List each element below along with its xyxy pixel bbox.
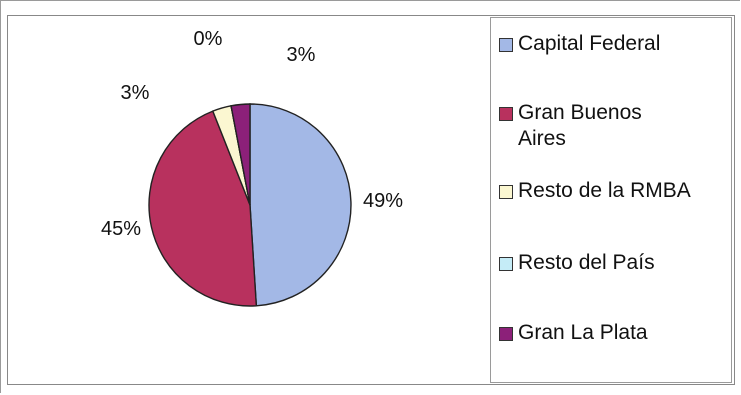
legend-swatch [499, 257, 513, 271]
pie-slice-gran-la-plata [230, 103, 251, 206]
legend: Capital Federal Gran Buenos Aires Resto … [490, 17, 732, 383]
data-label-capital-federal: 49% [363, 190, 403, 212]
pie-slice-gran-buenos-aires [148, 110, 258, 307]
legend-label: Resto de la RMBA [518, 179, 691, 202]
legend-swatch [499, 185, 513, 199]
data-label-gran-buenos-aires: 45% [101, 218, 141, 240]
data-label-gran-la-plata: 3% [287, 44, 316, 66]
legend-item-resto-rmba: Resto de la RMBA [499, 178, 718, 204]
data-label-resto-pais: 0% [194, 28, 223, 50]
legend-label: Capital Federal [518, 32, 661, 55]
pie-data-labels: 49% 45% 3% 0% 3% [101, 28, 403, 240]
legend-label: Resto del País [518, 251, 655, 274]
legend-swatch [499, 38, 513, 52]
pie-slice-capital-federal [249, 103, 352, 307]
legend-label: Gran La Plata [518, 321, 648, 344]
chart-area [7, 15, 735, 385]
legend-item-gran-buenos-aires: Gran Buenos Aires [499, 100, 658, 152]
pie-slices [148, 103, 352, 307]
data-label-resto-rmba: 3% [121, 82, 150, 104]
legend-item-capital-federal: Capital Federal [499, 31, 718, 57]
legend-item-resto-pais: Resto del País [499, 250, 718, 276]
legend-swatch [499, 327, 513, 341]
legend-swatch [499, 107, 513, 121]
legend-label: Gran Buenos Aires [518, 101, 642, 150]
legend-item-gran-la-plata: Gran La Plata [499, 320, 718, 346]
